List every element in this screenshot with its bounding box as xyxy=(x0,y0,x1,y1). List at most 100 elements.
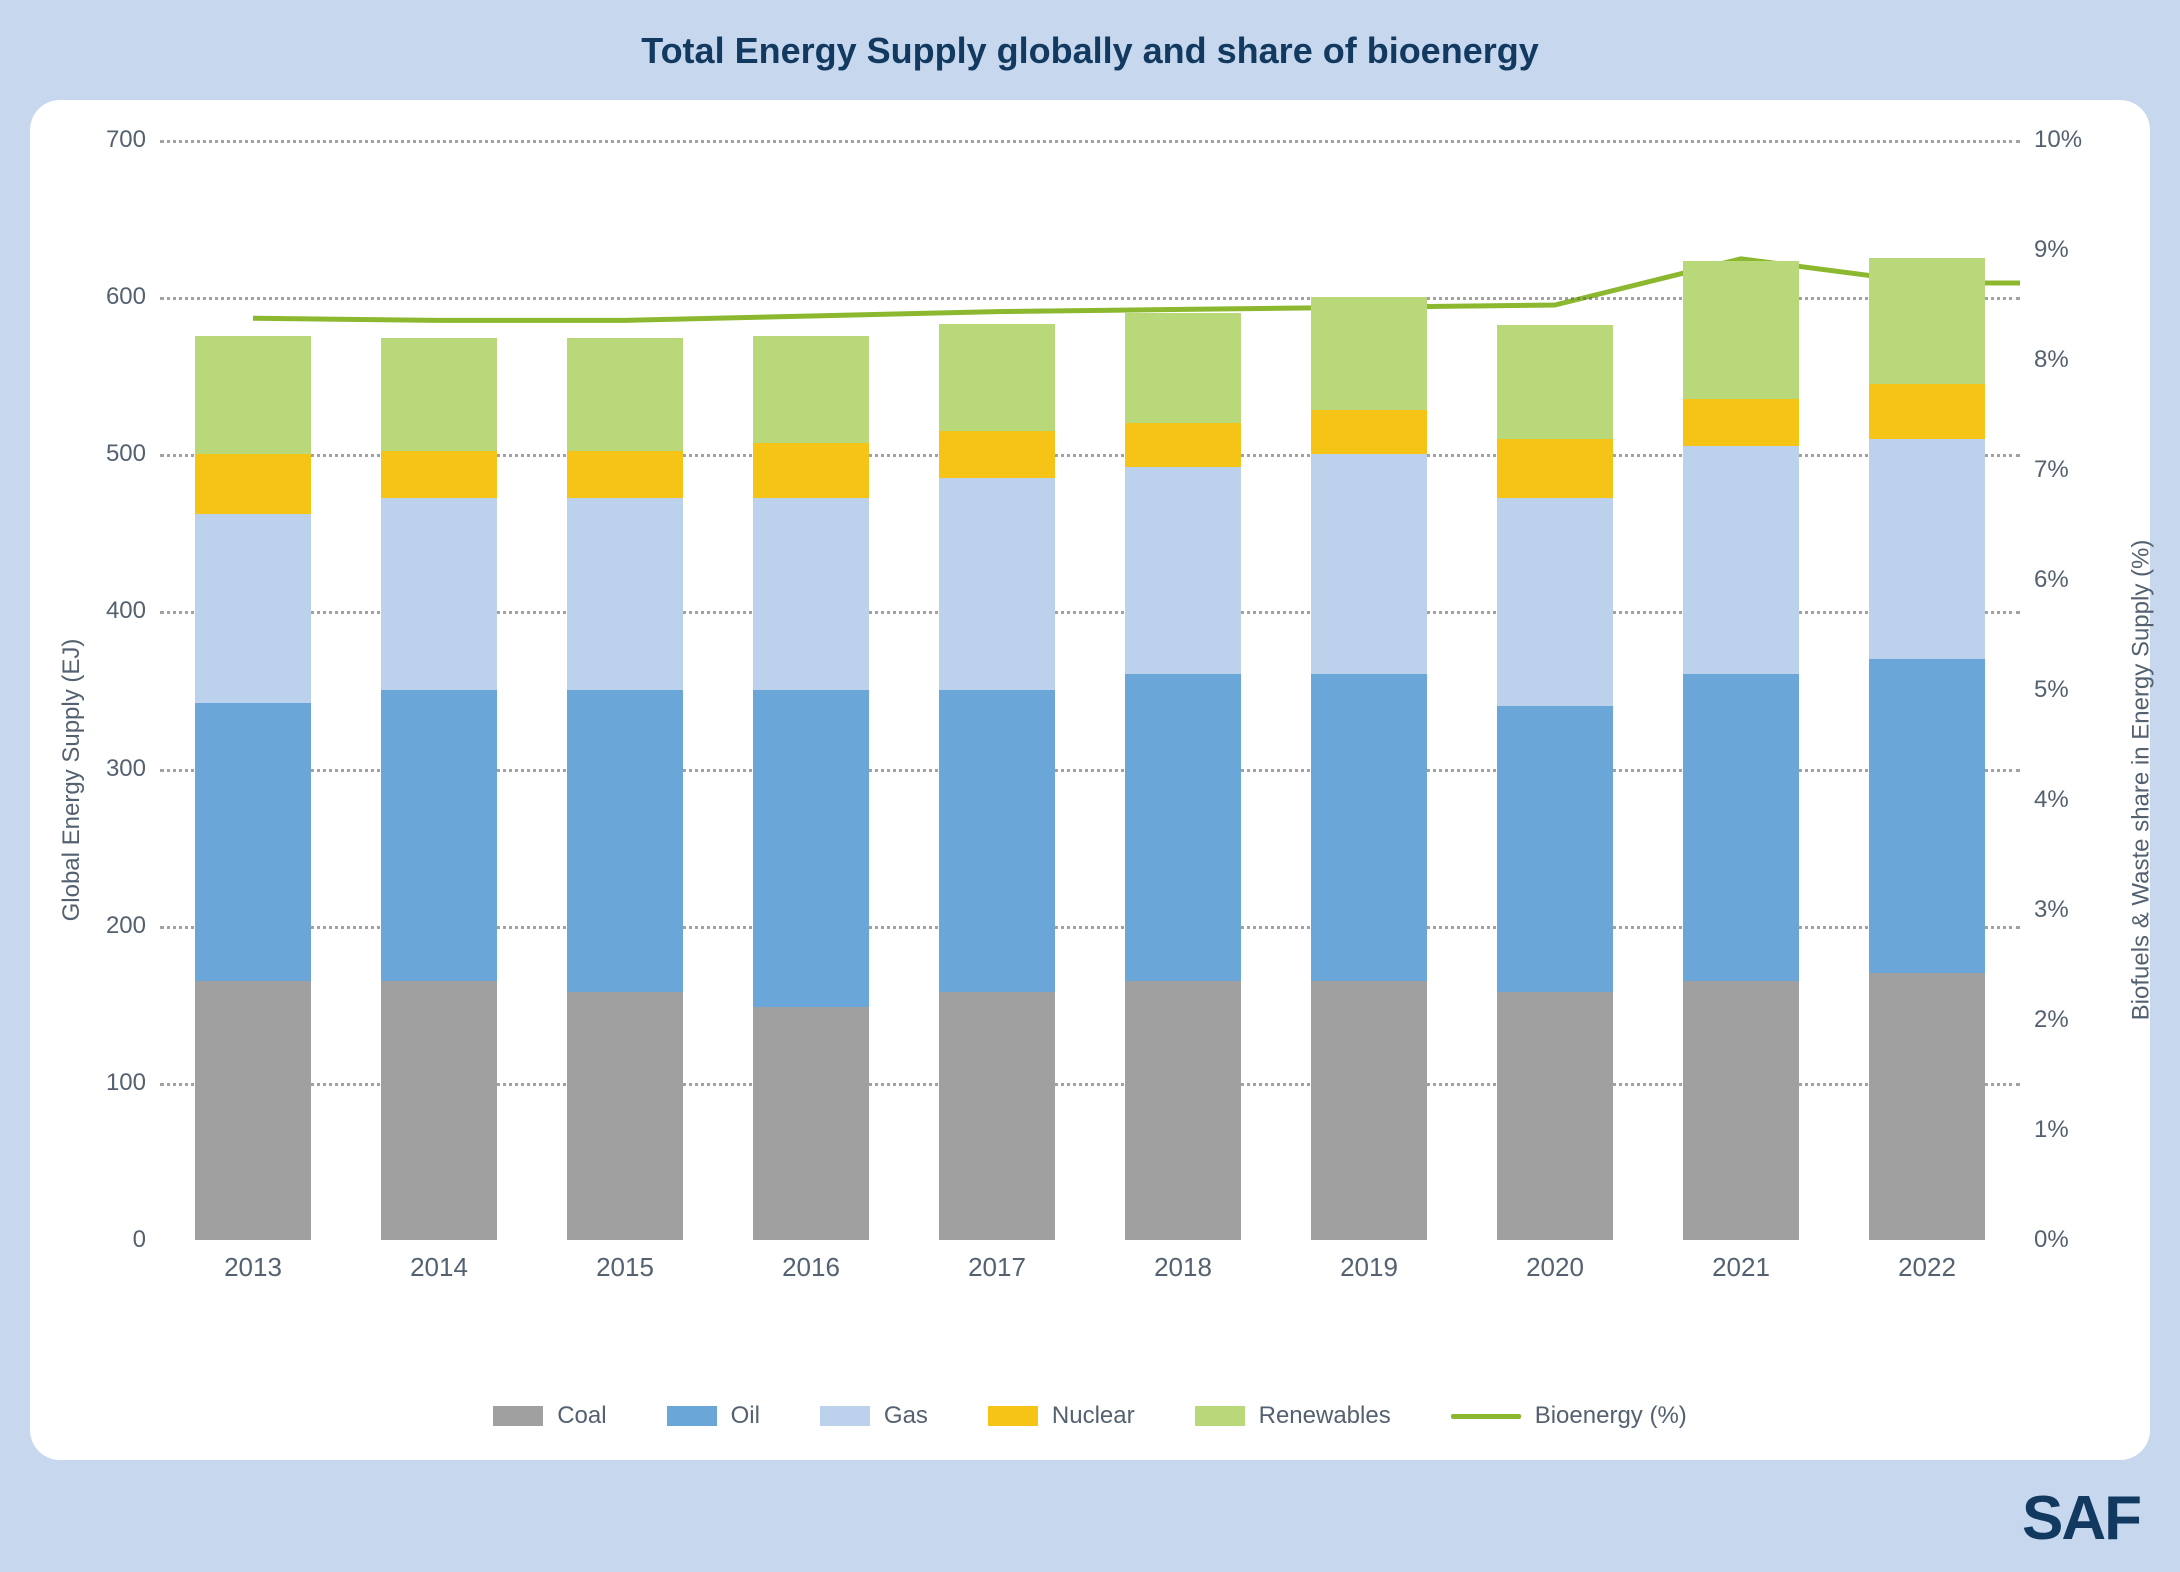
y-right-tick: 0% xyxy=(2034,1226,2094,1254)
legend-item: Gas xyxy=(820,1402,928,1430)
x-tick: 2020 xyxy=(1526,1252,1584,1283)
y-right-tick: 9% xyxy=(2034,236,2094,264)
bar-segment-nuclear xyxy=(1311,410,1426,454)
bar-segment-nuclear xyxy=(195,454,310,514)
bar-segment-nuclear xyxy=(567,451,682,498)
x-tick: 2022 xyxy=(1898,1252,1956,1283)
legend-label: Coal xyxy=(557,1402,606,1430)
bar-segment-oil xyxy=(753,690,868,1007)
bar-segment-renewables xyxy=(1311,297,1426,410)
legend-swatch xyxy=(667,1406,717,1426)
bar-segment-gas xyxy=(1497,498,1612,705)
bar-segment-gas xyxy=(381,498,496,690)
legend-label: Oil xyxy=(731,1402,760,1430)
y-right-tick: 3% xyxy=(2034,896,2094,924)
bar-segment-coal xyxy=(939,992,1054,1240)
x-tick: 2017 xyxy=(968,1252,1026,1283)
bar-segment-renewables xyxy=(1869,258,1984,384)
bar-group xyxy=(1497,325,1612,1240)
x-tick: 2021 xyxy=(1712,1252,1770,1283)
legend-swatch xyxy=(988,1406,1038,1426)
bar-group xyxy=(1869,258,1984,1240)
y-right-axis-title: Biofuels & Waste share in Energy Supply … xyxy=(2128,540,2156,1021)
bar-group xyxy=(1311,297,1426,1240)
legend-swatch xyxy=(820,1406,870,1426)
y-right-tick: 4% xyxy=(2034,786,2094,814)
x-tick: 2014 xyxy=(410,1252,468,1283)
bar-segment-coal xyxy=(1683,981,1798,1240)
y-left-tick: 100 xyxy=(86,1069,146,1097)
chart-card: Global Energy Supply (EJ) Biofuels & Was… xyxy=(30,100,2150,1460)
bar-group xyxy=(567,338,682,1240)
bar-segment-oil xyxy=(195,703,310,981)
grid-line xyxy=(160,140,2020,143)
plot-area: 01002003004005006007000%1%2%3%4%5%6%7%8%… xyxy=(160,140,2020,1240)
bar-segment-gas xyxy=(753,498,868,690)
bar-group xyxy=(939,324,1054,1240)
brand-logo: SAF xyxy=(2022,1483,2140,1554)
legend-label: Nuclear xyxy=(1052,1402,1135,1430)
chart-title: Total Energy Supply globally and share o… xyxy=(30,30,2150,72)
bar-segment-nuclear xyxy=(939,431,1054,478)
bar-segment-coal xyxy=(1497,992,1612,1240)
legend: Coal Oil Gas Nuclear Renewables Bioenergy (%) xyxy=(30,1402,2150,1430)
legend-swatch xyxy=(1195,1406,1245,1426)
y-left-tick: 300 xyxy=(86,755,146,783)
legend-label: Renewables xyxy=(1259,1402,1391,1430)
bar-segment-renewables xyxy=(1125,313,1240,423)
legend-item: Oil xyxy=(667,1402,760,1430)
bar-segment-oil xyxy=(1683,674,1798,980)
bar-segment-renewables xyxy=(381,338,496,451)
bar-segment-renewables xyxy=(195,336,310,454)
bar-segment-gas xyxy=(1869,439,1984,659)
bar-group xyxy=(195,336,310,1240)
bar-segment-nuclear xyxy=(1683,399,1798,446)
y-right-tick: 10% xyxy=(2034,126,2094,154)
x-tick: 2018 xyxy=(1154,1252,1212,1283)
bar-segment-coal xyxy=(381,981,496,1240)
legend-item: Bioenergy (%) xyxy=(1451,1402,1687,1430)
legend-line-swatch xyxy=(1451,1414,1521,1419)
bar-segment-oil xyxy=(381,690,496,981)
bar-group xyxy=(753,336,868,1240)
bar-segment-gas xyxy=(939,478,1054,690)
bar-segment-gas xyxy=(1683,446,1798,674)
legend-label: Gas xyxy=(884,1402,928,1430)
bar-group xyxy=(1125,313,1240,1240)
legend-item: Nuclear xyxy=(988,1402,1135,1430)
x-tick: 2013 xyxy=(224,1252,282,1283)
y-left-tick: 0 xyxy=(86,1226,146,1254)
y-left-tick: 400 xyxy=(86,597,146,625)
legend-swatch xyxy=(493,1406,543,1426)
bar-segment-nuclear xyxy=(1869,384,1984,439)
x-tick: 2019 xyxy=(1340,1252,1398,1283)
bar-segment-gas xyxy=(1311,454,1426,674)
bar-group xyxy=(1683,261,1798,1240)
y-right-tick: 6% xyxy=(2034,566,2094,594)
bar-segment-nuclear xyxy=(381,451,496,498)
bar-segment-gas xyxy=(567,498,682,690)
bar-segment-renewables xyxy=(753,336,868,443)
bar-segment-renewables xyxy=(567,338,682,451)
y-left-tick: 700 xyxy=(86,126,146,154)
y-right-tick: 1% xyxy=(2034,1116,2094,1144)
bar-segment-coal xyxy=(195,981,310,1240)
x-tick: 2015 xyxy=(596,1252,654,1283)
bar-segment-nuclear xyxy=(753,443,868,498)
bar-segment-oil xyxy=(939,690,1054,992)
bar-segment-oil xyxy=(1497,706,1612,992)
bar-segment-coal xyxy=(1311,981,1426,1240)
bar-segment-coal xyxy=(1869,973,1984,1240)
y-left-tick: 200 xyxy=(86,912,146,940)
y-right-tick: 7% xyxy=(2034,456,2094,484)
bar-segment-renewables xyxy=(939,324,1054,431)
bar-group xyxy=(381,338,496,1240)
bar-segment-gas xyxy=(195,514,310,703)
bar-segment-nuclear xyxy=(1497,439,1612,499)
bar-segment-coal xyxy=(1125,981,1240,1240)
bar-segment-oil xyxy=(1311,674,1426,980)
bar-segment-oil xyxy=(1869,659,1984,973)
bar-segment-gas xyxy=(1125,467,1240,674)
bar-segment-renewables xyxy=(1683,261,1798,399)
bar-segment-coal xyxy=(567,992,682,1240)
